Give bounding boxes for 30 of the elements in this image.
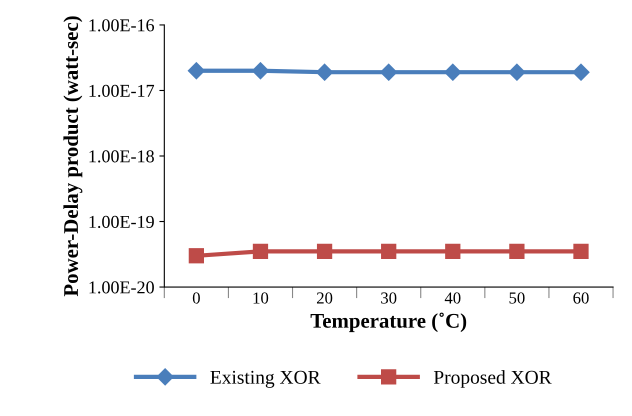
x-tick-label: 30: [381, 292, 396, 304]
point: [188, 62, 205, 80]
legend-label: Proposed XOR: [434, 370, 552, 388]
legend-label: Existing XOR: [210, 370, 321, 388]
x-axis-title: Temperature (˚C): [310, 312, 466, 332]
y-tick-label: 1.00E-18: [89, 150, 154, 163]
x-tick-label: 20: [316, 292, 332, 304]
x-tick-label: 50: [510, 292, 525, 304]
point: [252, 62, 270, 80]
point: [509, 244, 525, 260]
point: [508, 64, 526, 81]
point: [316, 244, 332, 260]
point: [188, 248, 204, 264]
point: [444, 64, 462, 81]
point: [445, 244, 460, 260]
point: [572, 64, 590, 81]
point: [381, 244, 396, 260]
y-axis-title: Power-Delay product (watt-sec): [63, 16, 82, 296]
y-tick-label: 1.00E-20: [89, 281, 154, 294]
x-tick-label: 40: [444, 292, 460, 304]
x-tick-label: 60: [573, 292, 589, 304]
y-tick-label: 1.00E-17: [89, 84, 154, 97]
point: [573, 244, 589, 260]
x-tick-label: 10: [254, 292, 268, 304]
point: [380, 64, 398, 81]
point: [252, 244, 268, 260]
y-tick-label: 1.00E-19: [89, 216, 154, 228]
x-tick-label: 0: [192, 292, 200, 304]
y-tick-label: 1.00E-16: [89, 19, 154, 32]
point: [316, 64, 334, 81]
